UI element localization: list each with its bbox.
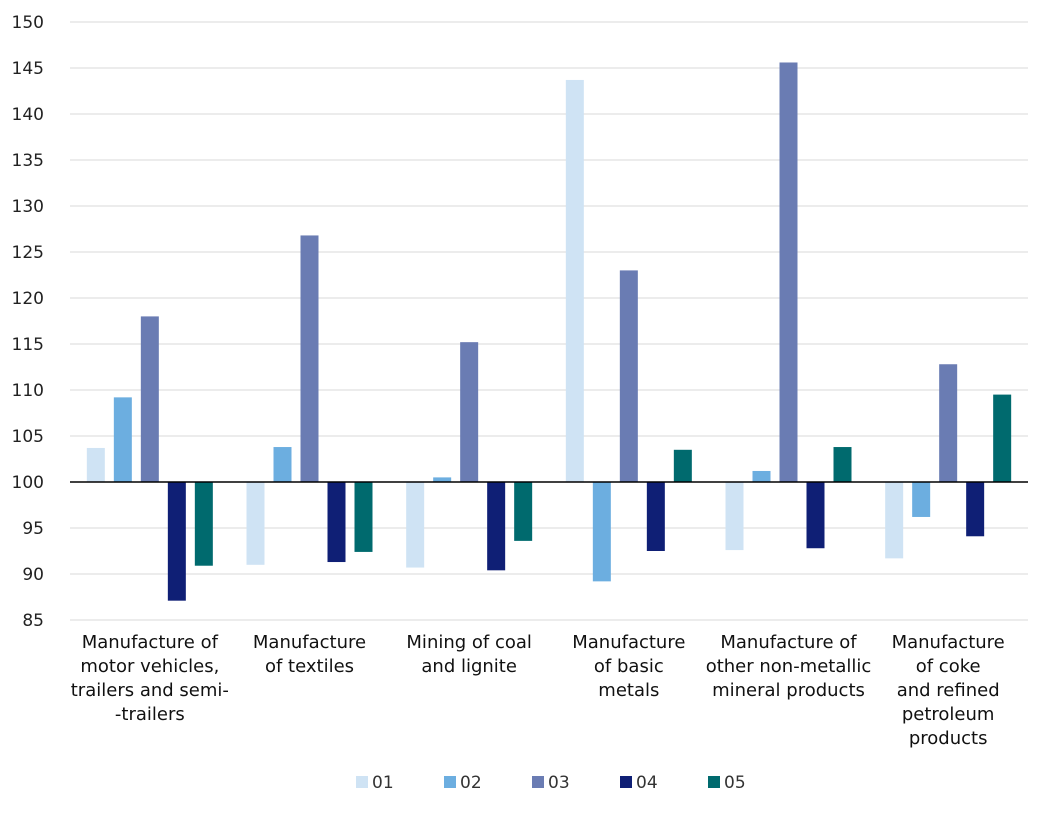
y-tick-label: 115 [12,335,44,355]
category-label: Manufacture of basic metals [572,632,685,701]
bar-series-04-cat-5 [966,482,985,537]
bar-series-02-cat-4 [752,470,771,482]
y-tick-label: 105 [12,427,44,447]
legend-label-04: 04 [636,773,658,793]
y-tick-label: 150 [12,13,44,33]
bar-series-01-cat-5 [885,482,904,559]
bar-series-04-cat-4 [806,482,825,549]
category-label-line: other non-metallic [706,656,872,677]
y-tick-label: 135 [12,151,44,171]
y-tick-label: 145 [12,59,44,79]
bar-series-04-cat-1 [327,482,346,563]
category-label-line: of coke [916,656,981,677]
category-label: Mining of coal and lignite [406,632,532,677]
bar-series-03-cat-1 [300,235,319,482]
y-tick-label: 120 [12,289,44,309]
category-label-line: petroleum [902,704,995,725]
bar-series-03-cat-4 [779,62,798,482]
category-label: Manufacture of other non-metallic mineral … [706,632,872,701]
category-label-line: metals [598,680,659,701]
category-label-line: mineral products [712,680,865,701]
category-label-line: motor vehicles, [80,656,219,677]
bar-series-01-cat-3 [565,79,584,483]
bar-series-01-cat-1 [246,482,265,565]
category-label-line: Mining of coal [406,632,532,653]
y-tick-label: 140 [12,105,44,125]
gridlines [70,21,1028,621]
category-label-line: and refined [897,680,1000,701]
category-label-line: and lignite [421,656,517,677]
bar-series-03-cat-5 [939,364,958,482]
category-label: Manufacture of textiles [253,632,366,677]
bar-series-02-cat-5 [912,482,931,517]
bar-series-04-cat-2 [487,482,506,571]
category-label-line: products [909,728,988,749]
bar-series-03-cat-2 [460,342,479,482]
category-label-line: Manufacture of [82,632,219,653]
category-labels: Manufacture of motor vehicles, trailers an… [71,632,1005,749]
bar-series-02-cat-2 [433,477,452,482]
legend-label-01: 01 [372,773,394,793]
legend-label-03: 03 [548,773,570,793]
bar-series-05-cat-4 [833,447,852,482]
y-tick-label: 110 [12,381,44,401]
bar-series-02-cat-3 [592,482,611,582]
y-tick-label: 85 [22,611,44,631]
bar-series-05-cat-1 [354,482,373,552]
category-label-line: Manufacture [572,632,685,653]
legend-swatch-04 [620,776,632,788]
y-tick-label: 90 [22,565,44,585]
y-tick-label: 130 [12,197,44,217]
category-label: Manufacture of coke and refined petroleum pr… [892,632,1005,749]
bar-series-01-cat-4 [725,482,744,551]
bar-series-05-cat-2 [514,482,533,541]
y-axis-ticks: 85 90 95 100 105 110 115 120 125 130 135 140 145 150 [12,13,44,631]
category-label-line: Manufacture [892,632,1005,653]
bar-series-03-cat-0 [140,316,159,482]
category-label: Manufacture of motor vehicles, trailers an… [71,632,229,725]
category-label-line: trailers and semi- [71,680,229,701]
y-tick-label: 95 [22,519,44,539]
bar-series-04-cat-3 [646,482,665,551]
category-label-line: Manufacture [253,632,366,653]
category-label-line: -trailers [115,704,185,725]
y-tick-label: 100 [12,473,44,493]
legend-swatch-05 [708,776,720,788]
bar-series-05-cat-0 [194,482,213,566]
category-label-line: Manufacture of [720,632,857,653]
bar-series-01-cat-2 [406,482,425,568]
bar-series-03-cat-3 [619,270,638,482]
legend-swatch-01 [356,776,368,788]
legend-swatch-03 [532,776,544,788]
bars [86,62,1012,601]
bar-series-04-cat-0 [167,482,186,601]
legend-swatch-02 [444,776,456,788]
bar-series-01-cat-0 [86,447,105,482]
category-label-line: of basic [594,656,664,677]
y-tick-label: 125 [12,243,44,263]
bar-series-02-cat-0 [113,397,132,482]
legend-label-05: 05 [724,773,746,793]
legend-label-02: 02 [460,773,482,793]
bar-series-05-cat-5 [993,394,1012,482]
legend: 01 02 03 04 05 [356,773,746,793]
bar-series-05-cat-3 [673,449,692,482]
category-label-line: of textiles [265,656,354,677]
bar-series-02-cat-1 [273,447,292,482]
